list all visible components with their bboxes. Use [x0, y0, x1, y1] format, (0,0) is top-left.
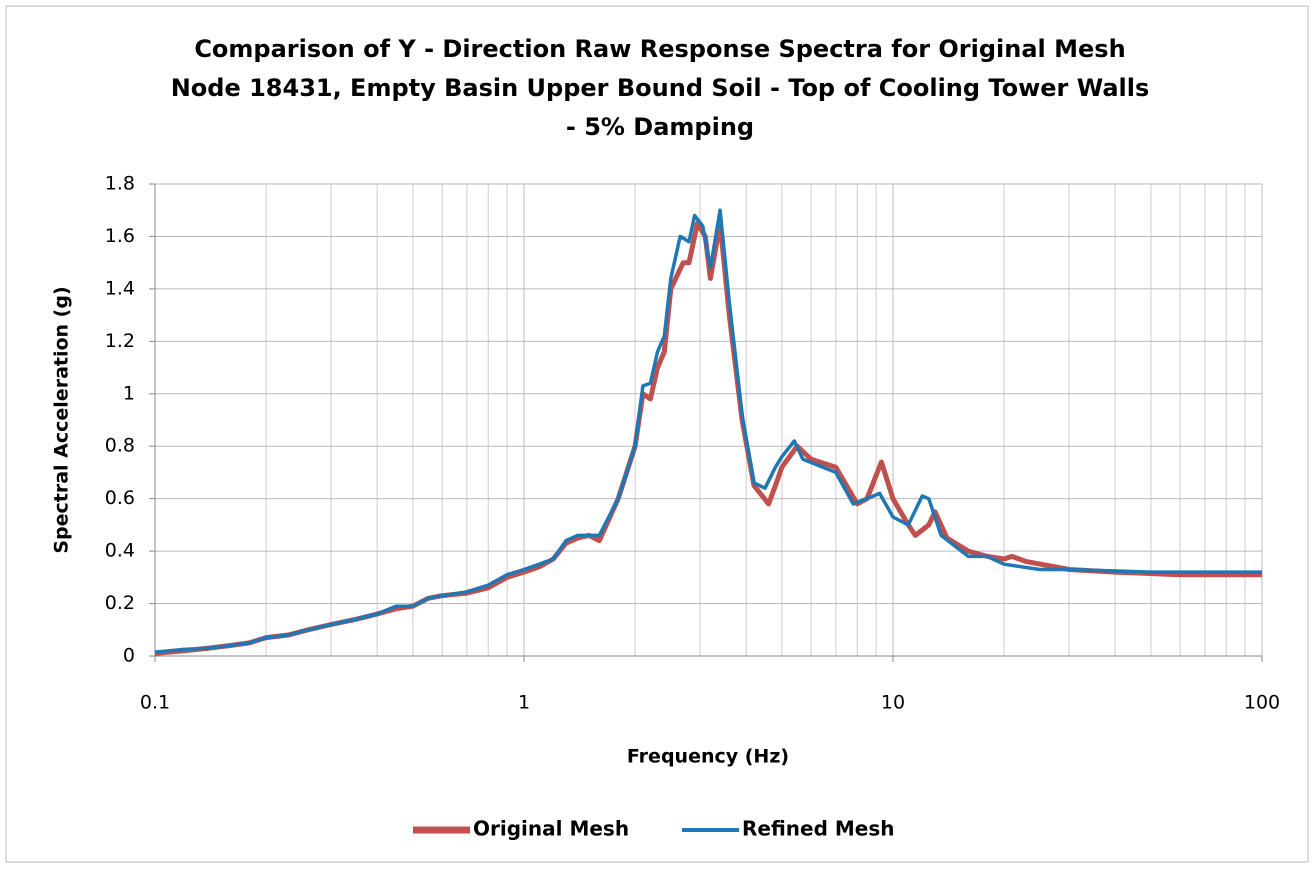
x-axis-label: Frequency (Hz) — [627, 746, 789, 768]
chart-border — [5, 5, 1309, 863]
y-tick-label: 0.4 — [105, 540, 135, 562]
chart-title: Node 18431, Empty Basin Upper Bound Soil… — [171, 74, 1150, 102]
chart-title: - 5% Damping — [566, 113, 754, 141]
y-tick-label: 1.8 — [105, 173, 135, 195]
y-axis-label: Spectral Acceleration (g) — [51, 286, 73, 553]
x-tick-label: 0.1 — [140, 692, 170, 714]
y-tick-label: 1.4 — [105, 277, 135, 299]
y-tick-label: 0 — [123, 645, 135, 667]
y-tick-label: 1.6 — [105, 225, 135, 247]
series-line — [154, 208, 1262, 654]
y-tick-label: 0.6 — [105, 487, 135, 509]
x-tick-label: 100 — [1244, 692, 1280, 714]
x-tick-label: 1 — [518, 692, 530, 714]
x-tick-label: 10 — [881, 692, 905, 714]
y-tick-label: 1.2 — [105, 330, 135, 352]
chart-title: Comparison of Y - Direction Raw Response… — [194, 35, 1125, 63]
y-tick-label: 0.8 — [105, 435, 135, 457]
legend-label: Refined Mesh — [742, 817, 894, 841]
y-tick-label: 1 — [123, 382, 135, 404]
legend-label: Original Mesh — [473, 817, 629, 841]
y-tick-label: 0.2 — [105, 592, 135, 614]
